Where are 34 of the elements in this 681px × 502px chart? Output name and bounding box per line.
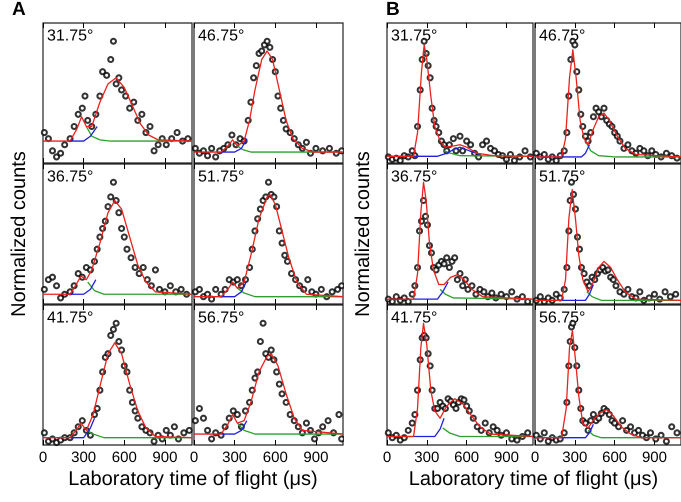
x-tick-label: 300 xyxy=(562,449,587,466)
annotation: 31.75° xyxy=(47,28,94,44)
y-axis-title: Normalized counts xyxy=(7,150,31,316)
x-tick-label: 900 xyxy=(494,449,519,466)
annotation: 51.75° xyxy=(198,168,244,186)
y-axis-title: Normalized counts xyxy=(351,150,375,316)
x-tick-label: 300 xyxy=(222,449,248,466)
annotation: 46.75° xyxy=(198,28,244,44)
x-tick-label: 0 xyxy=(38,449,48,466)
x-axis-title: Laboratory time of flight (μs) xyxy=(67,467,319,491)
x-tick-label: 0 xyxy=(190,449,198,466)
x-tick-label: 0 xyxy=(530,449,539,466)
x-tick-label: 900 xyxy=(641,449,666,466)
x-tick-label: 900 xyxy=(152,449,178,466)
annotation: 56.75° xyxy=(198,310,244,326)
x-tick-label: 600 xyxy=(262,449,288,466)
annotation: 31.75° xyxy=(391,28,438,44)
annotation: 41.75° xyxy=(47,310,94,326)
x-tick-label: 900 xyxy=(303,449,328,466)
x-tick-label: 600 xyxy=(454,449,480,466)
x-tick-label: 300 xyxy=(414,449,440,466)
annotation: 36.75° xyxy=(47,168,94,186)
annotation: 56.75° xyxy=(538,310,585,326)
x-tick-label: 600 xyxy=(112,449,137,466)
x-axis-title: Laboratory time of flight (μs) xyxy=(408,467,660,491)
x-tick-label: 600 xyxy=(602,449,627,466)
annotation: 41.75° xyxy=(391,310,438,326)
chart-title: A xyxy=(12,0,26,20)
annotation: 51.75° xyxy=(538,168,585,186)
annotation: 36.75° xyxy=(391,168,438,186)
x-tick-label: 300 xyxy=(71,449,96,466)
x-tick-label: 0 xyxy=(382,449,392,466)
annotation: 46.75° xyxy=(538,28,585,44)
chart-title: B xyxy=(386,0,400,20)
